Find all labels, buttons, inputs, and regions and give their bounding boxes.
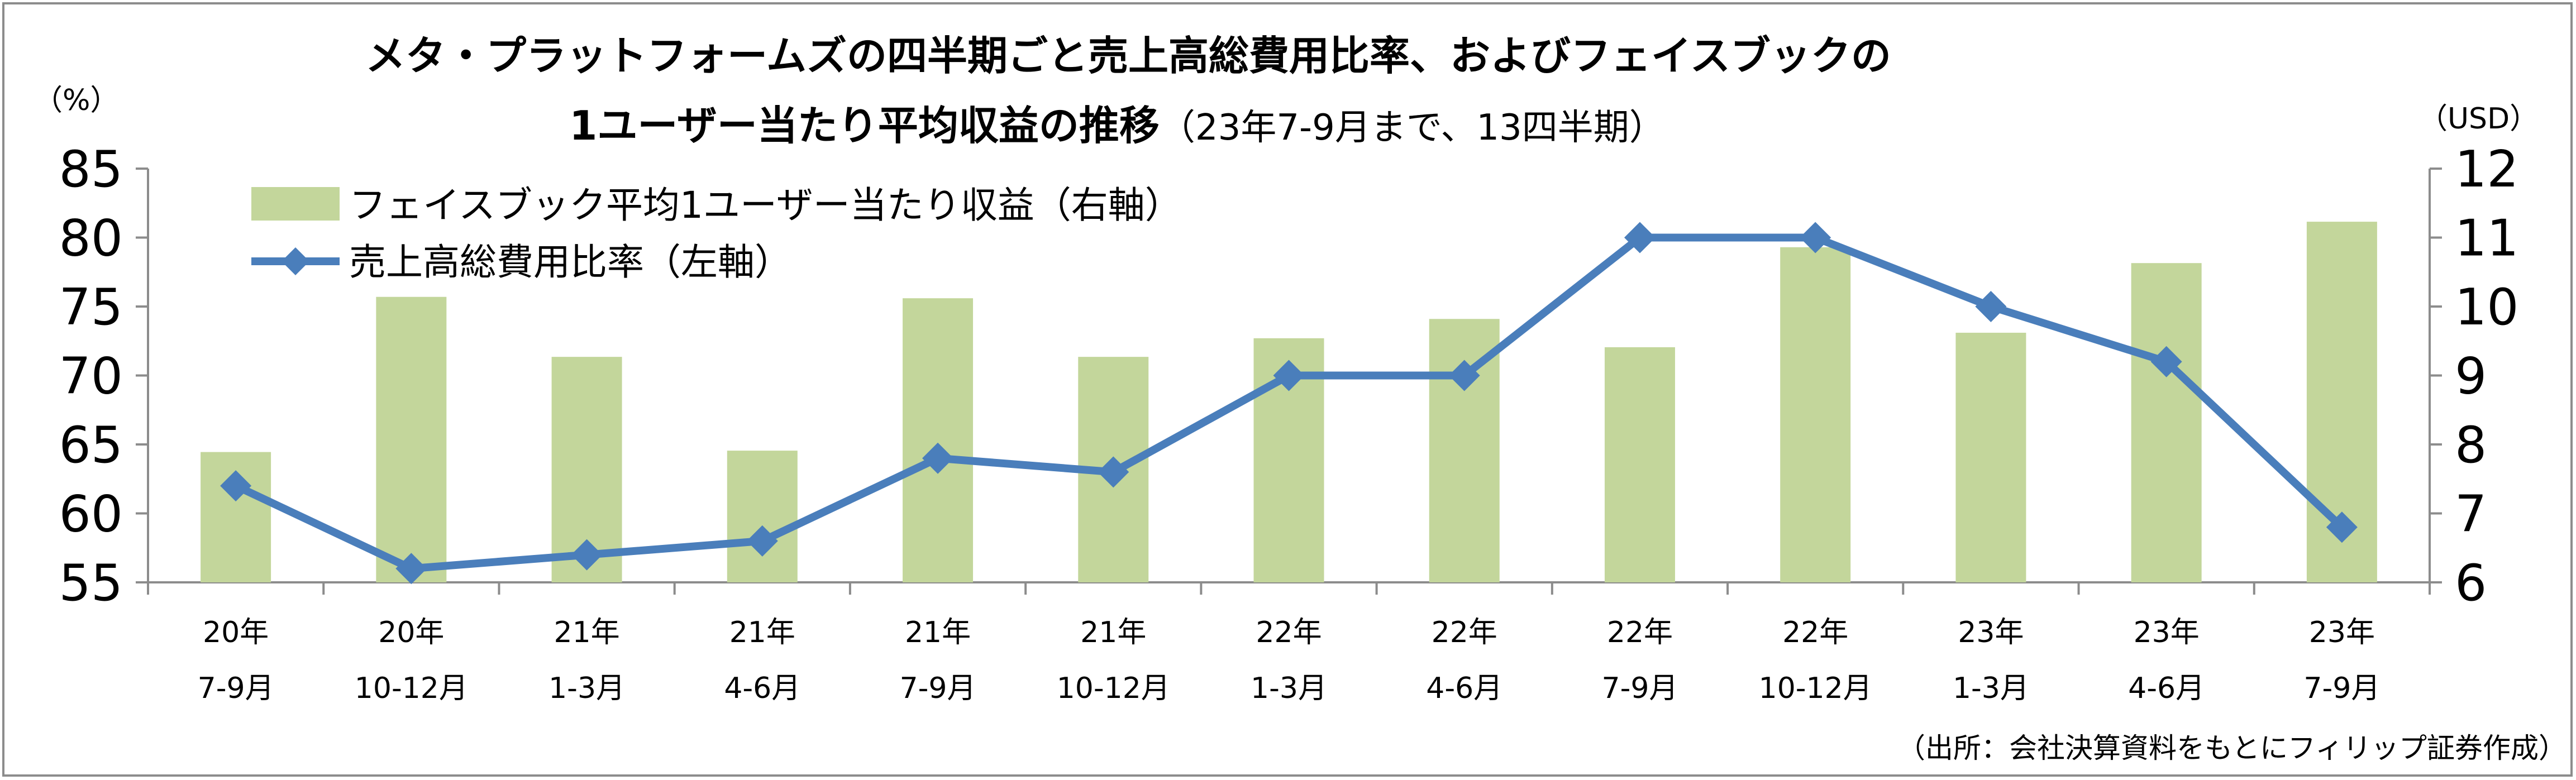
x-tick-label-months: 1-3月: [548, 672, 625, 705]
x-tick-label-year: 21年: [905, 616, 971, 649]
x-tick-label-year: 23年: [1958, 616, 2024, 649]
line-point: [1624, 222, 1656, 253]
line-point: [571, 539, 603, 571]
chart-title-line1: メタ・プラットフォームズの四半期ごと売上高総費用比率、およびフェイスブックの: [365, 32, 1891, 79]
x-axis-ticks: 20年 7-9月 20年 10-12月 21年 1-3月 21年 4-6月 21年 7-9月 21年…: [147, 582, 2431, 705]
left-tick-label: 55: [59, 554, 123, 612]
left-tick-label: 65: [59, 416, 123, 475]
bar: [2131, 263, 2202, 582]
x-tick-label-year: 22年: [1256, 616, 1322, 649]
line-point: [1975, 291, 2007, 322]
x-tick-label-year: 23年: [2309, 616, 2375, 649]
x-tick-label-year: 22年: [1432, 616, 1497, 649]
line-point: [922, 442, 954, 474]
line-point: [220, 470, 252, 502]
x-tick-label-year: 22年: [1782, 616, 1848, 649]
legend-label-line: 売上高総費用比率（左軸）: [349, 241, 791, 284]
bar: [1780, 247, 1851, 582]
right-tick-label: 10: [2455, 278, 2519, 337]
x-tick-label-months: 1-3月: [1953, 672, 2029, 705]
line-point: [1098, 456, 1129, 488]
right-tick-label: 7: [2455, 485, 2487, 544]
x-tick-label-months: 1-3月: [1251, 672, 1327, 705]
left-axis-unit: （%）: [34, 84, 119, 117]
chart-title-line2-bold: 1ユーザー当たり平均収益の推移: [569, 102, 1160, 149]
legend-swatch-bar: [251, 187, 340, 221]
x-tick-label-months: 10-12月: [355, 672, 468, 705]
right-axis-ticks: 6 7 8 9 10 11 12: [2430, 140, 2519, 612]
line-point: [1448, 360, 1480, 391]
chart-title-line2-normal: （23年7-9月まで、13四半期）: [1160, 107, 1665, 149]
bar: [376, 296, 447, 582]
x-tick-label-months: 4-6月: [2128, 672, 2205, 705]
bar: [1604, 347, 1675, 582]
right-tick-label: 6: [2455, 554, 2487, 612]
line-point: [2150, 346, 2182, 377]
x-tick-label-year: 20年: [378, 616, 444, 649]
x-tick-label-months: 10-12月: [1057, 672, 1170, 705]
right-axis-unit: （USD）: [2418, 102, 2539, 136]
bar: [903, 298, 974, 582]
left-tick-label: 80: [59, 209, 123, 268]
x-tick-label-months: 7-9月: [2303, 672, 2380, 705]
legend-label-bar: フェイスブック平均1ユーザー当たり収益（右軸）: [349, 184, 1182, 227]
line-point: [746, 525, 778, 557]
x-tick-label-months: 4-6月: [1426, 672, 1502, 705]
x-tick-label-months: 4-6月: [724, 672, 800, 705]
x-tick-label-year: 21年: [729, 616, 795, 649]
line-series: [220, 222, 2358, 585]
x-tick-label-year: 23年: [2134, 616, 2200, 649]
source-note: （出所：会社決算資料をもとにフィリップ証券作成）: [1897, 732, 2567, 764]
chart-title-line2: 1ユーザー当たり平均収益の推移（23年7-9月まで、13四半期）: [569, 102, 1665, 149]
x-tick-label-months: 10-12月: [1759, 672, 1872, 705]
bar: [1955, 332, 2026, 582]
line-point: [395, 553, 427, 585]
bar: [727, 451, 798, 582]
x-tick-label-year: 22年: [1607, 616, 1673, 649]
left-tick-label: 60: [59, 485, 123, 544]
left-axis-ticks: 55 60 65 70 75 80 85: [59, 140, 148, 612]
right-tick-label: 8: [2455, 416, 2487, 475]
x-tick-label-year: 21年: [1080, 616, 1146, 649]
legend: フェイスブック平均1ユーザー当たり収益（右軸） 売上高総費用比率（左軸）: [251, 184, 1182, 284]
x-tick-label-months: 7-9月: [900, 672, 976, 705]
x-tick-label-months: 7-9月: [1601, 672, 1678, 705]
left-tick-label: 70: [59, 347, 123, 406]
left-tick-label: 75: [59, 278, 123, 337]
legend-swatch-marker: [282, 247, 309, 275]
x-tick-label-months: 7-9月: [198, 672, 274, 705]
x-tick-label-year: 20年: [203, 616, 269, 649]
right-tick-label: 11: [2455, 209, 2519, 268]
line-point: [1800, 222, 1831, 253]
right-tick-label: 9: [2455, 347, 2487, 406]
right-tick-label: 12: [2455, 140, 2519, 199]
x-tick-label-year: 21年: [554, 616, 619, 649]
left-tick-label: 85: [59, 140, 123, 199]
line-point: [1273, 360, 1305, 391]
line-point: [2326, 511, 2358, 543]
